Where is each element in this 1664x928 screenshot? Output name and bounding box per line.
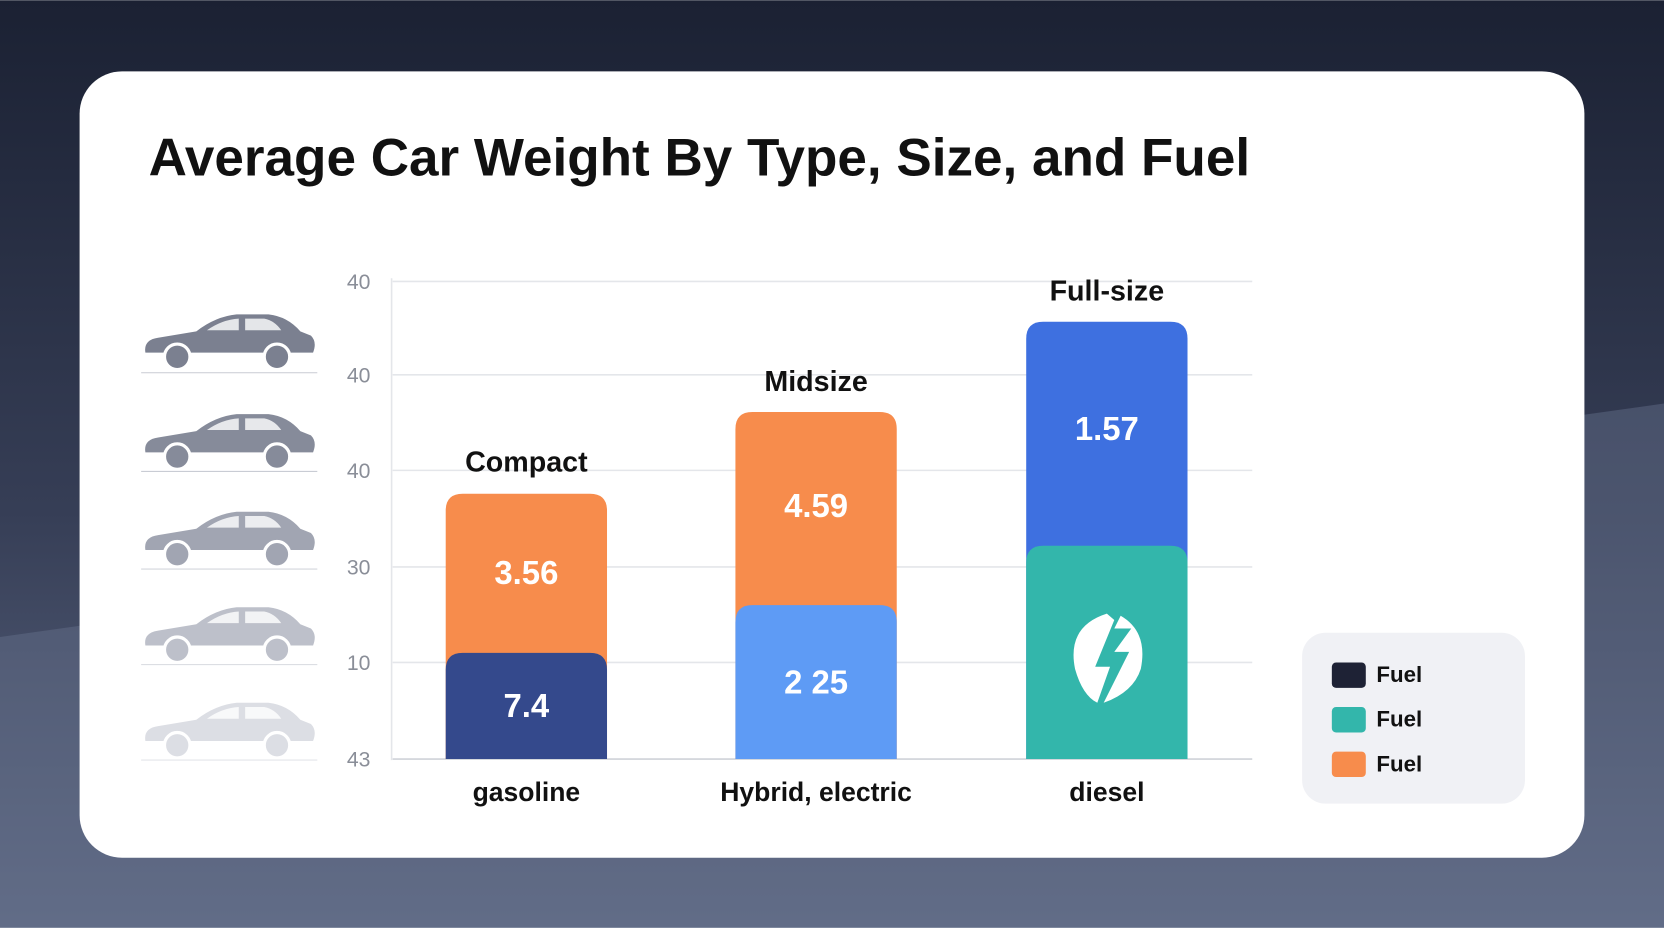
bar-segment	[445, 652, 608, 760]
segment-label: 2 25	[784, 663, 848, 700]
legend-swatch	[1331, 662, 1366, 688]
segment-label: 3.56	[494, 554, 558, 591]
chart: 40 40 40 30 10 43 3.56 7.4 Compact gasoline 4.59 2 …	[347, 271, 1253, 807]
legend-label: Fuel	[1376, 751, 1422, 776]
size-label: Full-size	[1050, 276, 1165, 308]
fuel-label: diesel	[1069, 777, 1144, 807]
size-label: Midsize	[764, 366, 867, 398]
legend-label: Fuel	[1376, 662, 1422, 687]
axis-label: 30	[347, 557, 371, 580]
axis-label: 40	[347, 271, 371, 294]
title: Average Car Weight By Type, Size, and Fu…	[149, 129, 1251, 188]
legend-label: Fuel	[1376, 707, 1422, 732]
segment-label: 7.4	[504, 687, 550, 724]
legend-items: Fuel Fuel Fuel	[1331, 662, 1422, 778]
axis-label: 40	[347, 460, 371, 483]
car-icons	[141, 312, 318, 761]
bar-segment	[735, 605, 897, 760]
size-label: Compact	[465, 447, 588, 479]
segment-label: 4.59	[784, 487, 848, 524]
bar-segment	[1026, 545, 1188, 760]
axis-label: 40	[347, 365, 371, 388]
axis-label: 10	[347, 652, 371, 675]
legend-swatch	[1331, 707, 1366, 733]
fuel-label: Hybrid, electric	[720, 777, 912, 807]
lightning-icon	[1073, 613, 1143, 703]
legend-swatch	[1331, 751, 1366, 778]
fuel-label: gasoline	[473, 777, 581, 807]
axis-label: 43	[347, 749, 371, 772]
segment-label: 1.57	[1075, 410, 1139, 447]
